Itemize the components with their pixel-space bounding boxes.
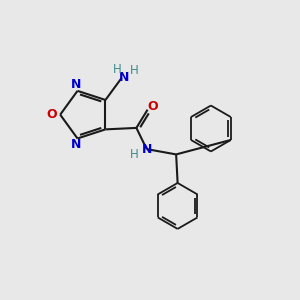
Text: H: H — [130, 148, 139, 161]
Text: O: O — [46, 108, 57, 121]
Text: N: N — [71, 78, 81, 91]
Text: O: O — [148, 100, 158, 112]
Text: N: N — [119, 71, 129, 84]
Text: H: H — [113, 62, 122, 76]
Text: N: N — [142, 143, 152, 156]
Text: N: N — [71, 138, 81, 152]
Text: H: H — [130, 64, 138, 77]
